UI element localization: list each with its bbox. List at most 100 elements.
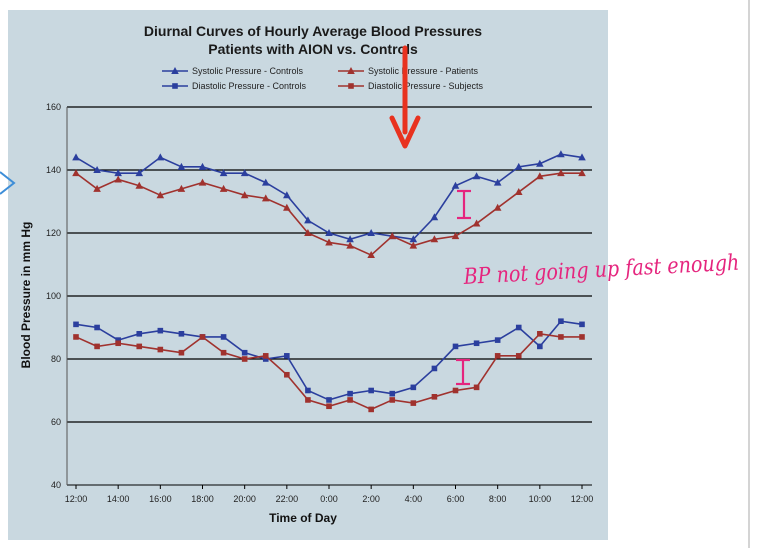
red-arrow-annotation [389, 45, 421, 149]
data-point [157, 327, 164, 334]
chart-subtitle: Patients with AION vs. Controls [208, 41, 418, 57]
data-point [430, 235, 439, 243]
y-tick-label: 160 [46, 102, 61, 112]
series-line [75, 153, 583, 241]
data-point [94, 324, 100, 331]
x-tick-label: 12:00 [65, 494, 88, 504]
series-lines [72, 150, 586, 413]
data-point [241, 349, 248, 356]
y-tick-label: 80 [51, 354, 61, 364]
data-point [326, 403, 332, 410]
data-point [452, 343, 459, 350]
data-point [177, 184, 186, 192]
x-tick-label: 6:00 [447, 494, 465, 504]
data-point [494, 337, 501, 343]
data-point [136, 343, 143, 350]
y-tick-label: 40 [51, 480, 61, 490]
data-point [198, 162, 207, 170]
y-tick-label: 100 [46, 291, 61, 301]
data-point [178, 349, 185, 356]
data-point [136, 331, 143, 337]
data-point [579, 321, 585, 328]
data-point [347, 390, 353, 397]
x-tick-label: 2:00 [362, 494, 380, 504]
data-point [557, 150, 565, 158]
data-point [283, 203, 291, 211]
data-point [284, 371, 290, 378]
data-point [241, 356, 248, 362]
y-tick-labels: 40 60 80 100 120 140 160 [46, 102, 61, 490]
data-point [472, 172, 481, 180]
data-point [347, 67, 355, 74]
data-point [240, 169, 249, 177]
data-point [409, 241, 418, 249]
data-point [171, 67, 179, 74]
data-point [199, 334, 206, 340]
data-point [135, 181, 144, 189]
x-tick-label: 8:00 [489, 494, 507, 504]
data-point [283, 191, 291, 199]
y-tick-label: 140 [46, 165, 61, 175]
data-point [451, 232, 460, 240]
data-point [115, 340, 121, 347]
data-point [409, 235, 418, 243]
data-point [493, 203, 502, 211]
data-point [178, 331, 185, 337]
series-3 [73, 318, 585, 403]
data-point [472, 219, 481, 227]
legend-entry-label: Systolic Pressure - Patients [368, 66, 479, 76]
data-point [219, 169, 228, 177]
data-point [94, 343, 100, 350]
data-point [304, 229, 312, 236]
y-axis-label: Blood Pressure in mm Hg [19, 222, 33, 369]
data-point [305, 387, 311, 394]
data-point [346, 241, 354, 249]
x-tick-label: 4:00 [405, 494, 423, 504]
data-point [156, 153, 165, 161]
data-point [431, 365, 438, 372]
data-point [558, 334, 564, 340]
handwritten-note: BP not going up fast enough [462, 251, 740, 290]
legend-entry-label: Diastolic Pressure - Subjects [368, 81, 484, 91]
data-point [473, 340, 480, 347]
series-4 [73, 331, 585, 413]
data-point [410, 400, 417, 406]
legend: Systolic Pressure - Controls Systolic Pre… [162, 66, 484, 91]
data-point [262, 356, 269, 362]
data-point [156, 191, 165, 199]
data-point [325, 238, 333, 246]
x-tick-labels: 12:00 14:00 16:00 18:00 20:00 22:00 0:00 2:00 4:… [65, 485, 593, 504]
data-point [72, 169, 80, 177]
x-tick-label: 14:00 [107, 494, 130, 504]
data-point [261, 194, 270, 202]
data-point [431, 394, 438, 400]
data-point [348, 83, 354, 89]
data-point [114, 175, 122, 183]
data-point [72, 153, 80, 161]
data-point [389, 397, 396, 403]
gap-marker-diastolic [456, 358, 470, 386]
data-point [219, 184, 228, 192]
x-tick-label: 20:00 [233, 494, 256, 504]
data-point [305, 397, 311, 403]
x-tick-label: 18:00 [191, 494, 214, 504]
data-point [284, 353, 290, 359]
data-point [410, 384, 417, 391]
data-point [537, 331, 543, 337]
data-point [557, 169, 565, 177]
data-point [578, 169, 586, 177]
grid-lines [66, 106, 592, 486]
data-point [93, 184, 101, 192]
data-point [240, 191, 249, 199]
data-point [367, 229, 375, 236]
data-point [346, 235, 354, 243]
data-point [172, 83, 178, 89]
x-axis-label: Time of Day [269, 511, 337, 525]
data-point [388, 232, 397, 240]
data-point [430, 213, 439, 221]
x-tick-label: 0:00 [320, 494, 338, 504]
x-tick-label: 22:00 [276, 494, 299, 504]
series-2 [72, 169, 586, 259]
data-point [326, 397, 332, 403]
data-point [514, 162, 523, 170]
